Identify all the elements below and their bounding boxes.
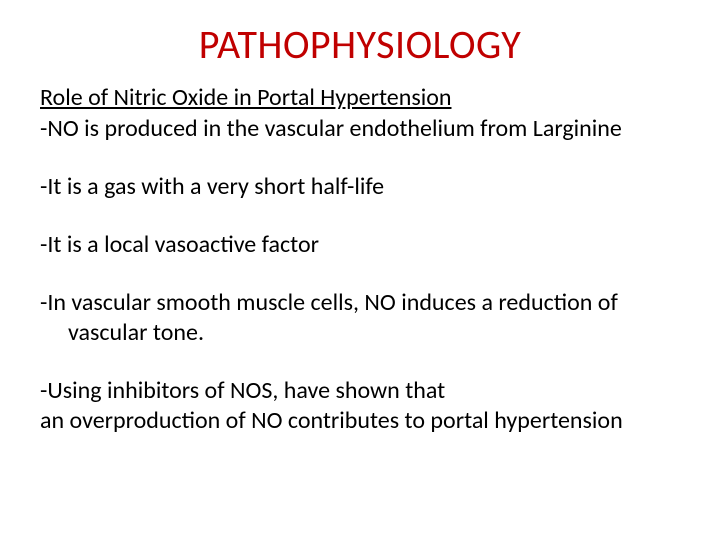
slide-title: PATHOPHYSIOLOGY: [40, 20, 680, 69]
bullet-4-line-2: vascular tone.: [40, 318, 680, 348]
slide-subtitle: Role of Nitric Oxide in Portal Hypertens…: [40, 83, 680, 112]
bullet-1: -NO is produced in the vascular endothel…: [40, 114, 680, 144]
bullet-4-line-1: -In vascular smooth muscle cells, NO ind…: [40, 288, 680, 318]
bullet-5-line-2: an overproduction of NO contributes to p…: [40, 406, 680, 436]
bullet-2: -It is a gas with a very short half-life: [40, 172, 680, 202]
slide-container: PATHOPHYSIOLOGY Role of Nitric Oxide in …: [0, 0, 720, 540]
bullet-4: -In vascular smooth muscle cells, NO ind…: [40, 288, 680, 348]
bullet-5-line-1: -Using inhibitors of NOS, have shown tha…: [40, 376, 680, 406]
bullet-3: -It is a local vasoactive factor: [40, 230, 680, 260]
bullet-5: -Using inhibitors of NOS, have shown tha…: [40, 376, 680, 436]
